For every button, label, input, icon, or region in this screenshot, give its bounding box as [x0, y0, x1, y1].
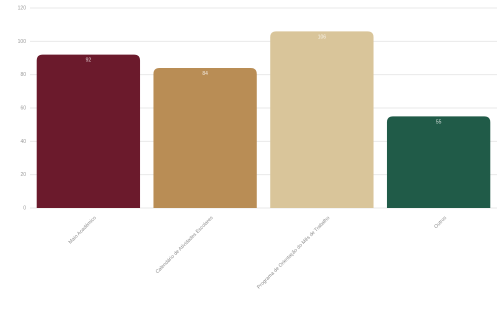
x-category-label: Calendário de Atividades Escolares	[155, 215, 215, 275]
bar-layer	[36, 31, 491, 209]
bar[interactable]	[36, 54, 141, 208]
bar[interactable]	[386, 116, 491, 208]
bar-value-label: 84	[202, 71, 208, 77]
x-category-label: Programa de Orientação do Mês de Trabalh…	[256, 215, 331, 290]
y-tick-label: 40	[20, 139, 26, 145]
x-category-label: Maio Académico	[68, 215, 98, 245]
bar-value-label: 92	[86, 58, 92, 64]
y-tick-label: 0	[23, 206, 26, 212]
bar-value-label: 106	[318, 34, 327, 40]
y-tick-label: 120	[18, 6, 27, 12]
x-category-label: Outros	[433, 215, 448, 230]
bar-value-label: 55	[436, 119, 442, 125]
y-tick-label: 60	[20, 106, 26, 112]
bar[interactable]	[270, 31, 374, 209]
y-tick-label: 80	[20, 72, 26, 78]
y-tick-label: 100	[18, 39, 27, 45]
bar[interactable]	[153, 68, 257, 208]
y-tick-label: 20	[20, 172, 26, 178]
